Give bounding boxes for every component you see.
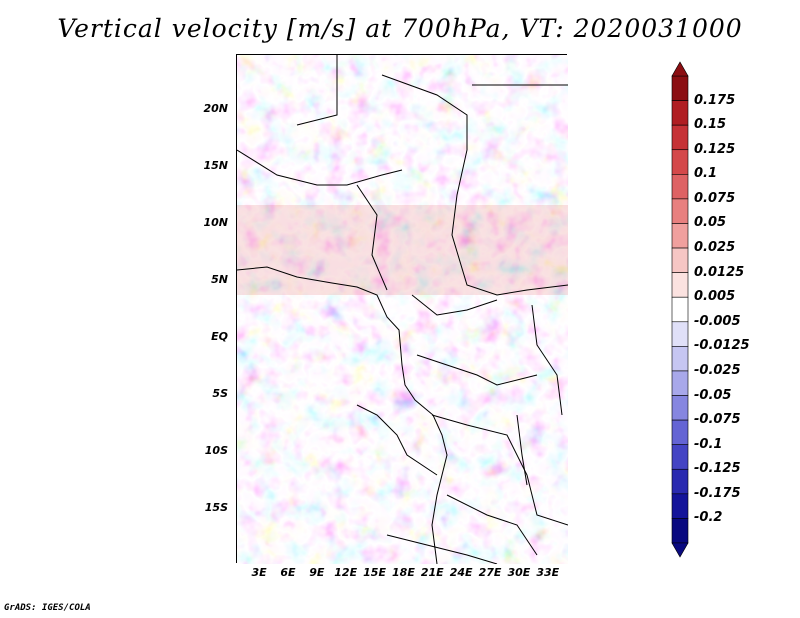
longitude-tick-label: 12E — [334, 566, 358, 579]
colorbar-swatch — [671, 346, 689, 372]
colorbar-tick-label: 0.005 — [694, 289, 736, 305]
colorbar-swatch — [671, 296, 689, 323]
colorbar-top-arrow — [671, 61, 689, 77]
colorbar-tick-label: 0.075 — [694, 190, 736, 206]
country-borders — [237, 55, 568, 564]
colorbar-swatch — [671, 223, 689, 249]
colorbar-swatch — [671, 321, 689, 347]
colorbar-tick-label: -0.125 — [694, 461, 741, 477]
longitude-tick-label: 3E — [251, 566, 267, 579]
latitude-tick-label: 5N — [211, 272, 228, 286]
longitude-tick-label: 15E — [363, 566, 386, 579]
latitude-tick-label: 5S — [212, 387, 228, 401]
grads-credit: GrADS: IGES/COLA — [4, 603, 91, 613]
colorbar-bottom-arrow — [671, 542, 689, 558]
colorbar-swatch — [671, 272, 689, 298]
colorbar-tick-label: 0.15 — [694, 117, 727, 133]
colorbar-tick-label: 0.1 — [694, 166, 718, 182]
colorbar-swatch — [671, 75, 689, 101]
colorbar-swatch — [671, 198, 689, 224]
colorbar-swatch — [671, 370, 689, 396]
longitude-tick-label: 9E — [309, 566, 325, 579]
colorbar-swatch — [671, 419, 689, 445]
colorbar-tick-label: -0.1 — [694, 436, 723, 452]
colorbar-tick-label: -0.175 — [694, 485, 741, 501]
colorbar-tick-label: 0.0125 — [694, 264, 745, 280]
colorbar-swatch — [671, 395, 689, 421]
colorbar-tick-label: 0.05 — [694, 215, 727, 231]
colorbar-tick-label: 0.175 — [694, 92, 736, 108]
colorbar-swatch — [671, 149, 689, 175]
colorbar-swatch — [671, 247, 689, 273]
colorbar-swatch — [671, 124, 689, 151]
colorbar-swatch — [671, 468, 689, 495]
latitude-tick-label: 20N — [203, 101, 228, 115]
chart-title: Vertical velocity [m/s] at 700hPa, VT: 2… — [57, 14, 743, 43]
latitude-tick-label: 15S — [204, 501, 228, 515]
colorbar-swatch — [671, 100, 689, 126]
colorbar-tick-label: 0.125 — [694, 141, 736, 157]
colorbar-swatch — [671, 493, 689, 519]
vertical-velocity-map — [236, 54, 568, 564]
colorbar-tick-label: -0.0125 — [694, 338, 750, 354]
colorbar-tick-label: -0.025 — [694, 362, 741, 378]
latitude-tick-label: 10N — [203, 215, 228, 229]
latitude-tick-label: EQ — [211, 330, 228, 344]
longitude-tick-label: 21E — [420, 566, 444, 579]
colorbar-tick-label: -0.075 — [694, 412, 741, 428]
longitude-tick-label: 30E — [507, 566, 531, 579]
colorbar-tick-label: 0.025 — [694, 240, 736, 256]
colorbar-swatch — [671, 518, 689, 544]
longitude-tick-label: 24E — [449, 566, 473, 579]
map-canvas — [237, 55, 568, 564]
latitude-tick-label: 15N — [203, 158, 228, 172]
longitude-tick-label: 27E — [478, 566, 502, 579]
velocity-field — [237, 55, 568, 564]
colorbar-tick-label: -0.05 — [694, 387, 732, 403]
colorbar-tick-label: -0.005 — [694, 313, 741, 329]
colorbar-tick-label: -0.2 — [694, 510, 723, 526]
latitude-tick-label: 10S — [204, 444, 228, 458]
longitude-tick-label: 33E — [536, 566, 560, 579]
colorbar-swatch — [671, 444, 689, 470]
longitude-tick-label: 6E — [280, 566, 296, 579]
colorbar-swatch — [671, 174, 689, 200]
longitude-tick-label: 18E — [392, 566, 415, 579]
